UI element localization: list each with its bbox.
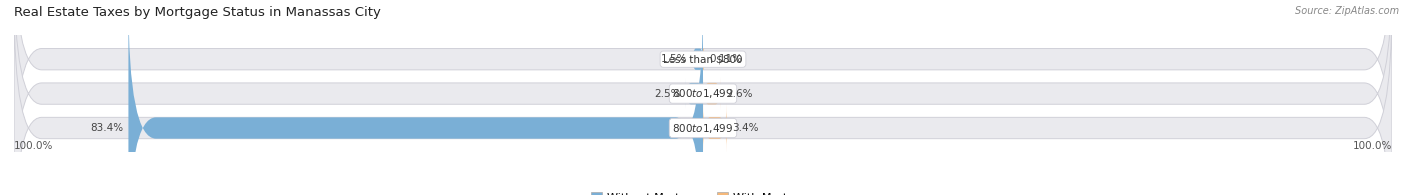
FancyBboxPatch shape [128, 1, 703, 195]
Text: 100.0%: 100.0% [1353, 141, 1392, 151]
Text: Less than $800: Less than $800 [664, 54, 742, 64]
Text: Source: ZipAtlas.com: Source: ZipAtlas.com [1295, 6, 1399, 16]
FancyBboxPatch shape [686, 78, 703, 109]
FancyBboxPatch shape [703, 77, 721, 110]
FancyBboxPatch shape [14, 0, 1392, 186]
Legend: Without Mortgage, With Mortgage: Without Mortgage, With Mortgage [586, 188, 820, 195]
Text: 3.4%: 3.4% [733, 123, 758, 133]
Text: 2.5%: 2.5% [654, 89, 681, 99]
Text: $800 to $1,499: $800 to $1,499 [672, 121, 734, 135]
FancyBboxPatch shape [703, 104, 727, 152]
FancyBboxPatch shape [14, 0, 1392, 195]
Text: 0.11%: 0.11% [709, 54, 742, 64]
FancyBboxPatch shape [693, 49, 703, 70]
Text: 100.0%: 100.0% [14, 141, 53, 151]
Text: $800 to $1,499: $800 to $1,499 [672, 87, 734, 100]
Text: 1.5%: 1.5% [661, 54, 688, 64]
Text: 2.6%: 2.6% [727, 89, 754, 99]
Text: Real Estate Taxes by Mortgage Status in Manassas City: Real Estate Taxes by Mortgage Status in … [14, 6, 381, 19]
Text: 83.4%: 83.4% [90, 123, 122, 133]
FancyBboxPatch shape [14, 1, 1392, 195]
